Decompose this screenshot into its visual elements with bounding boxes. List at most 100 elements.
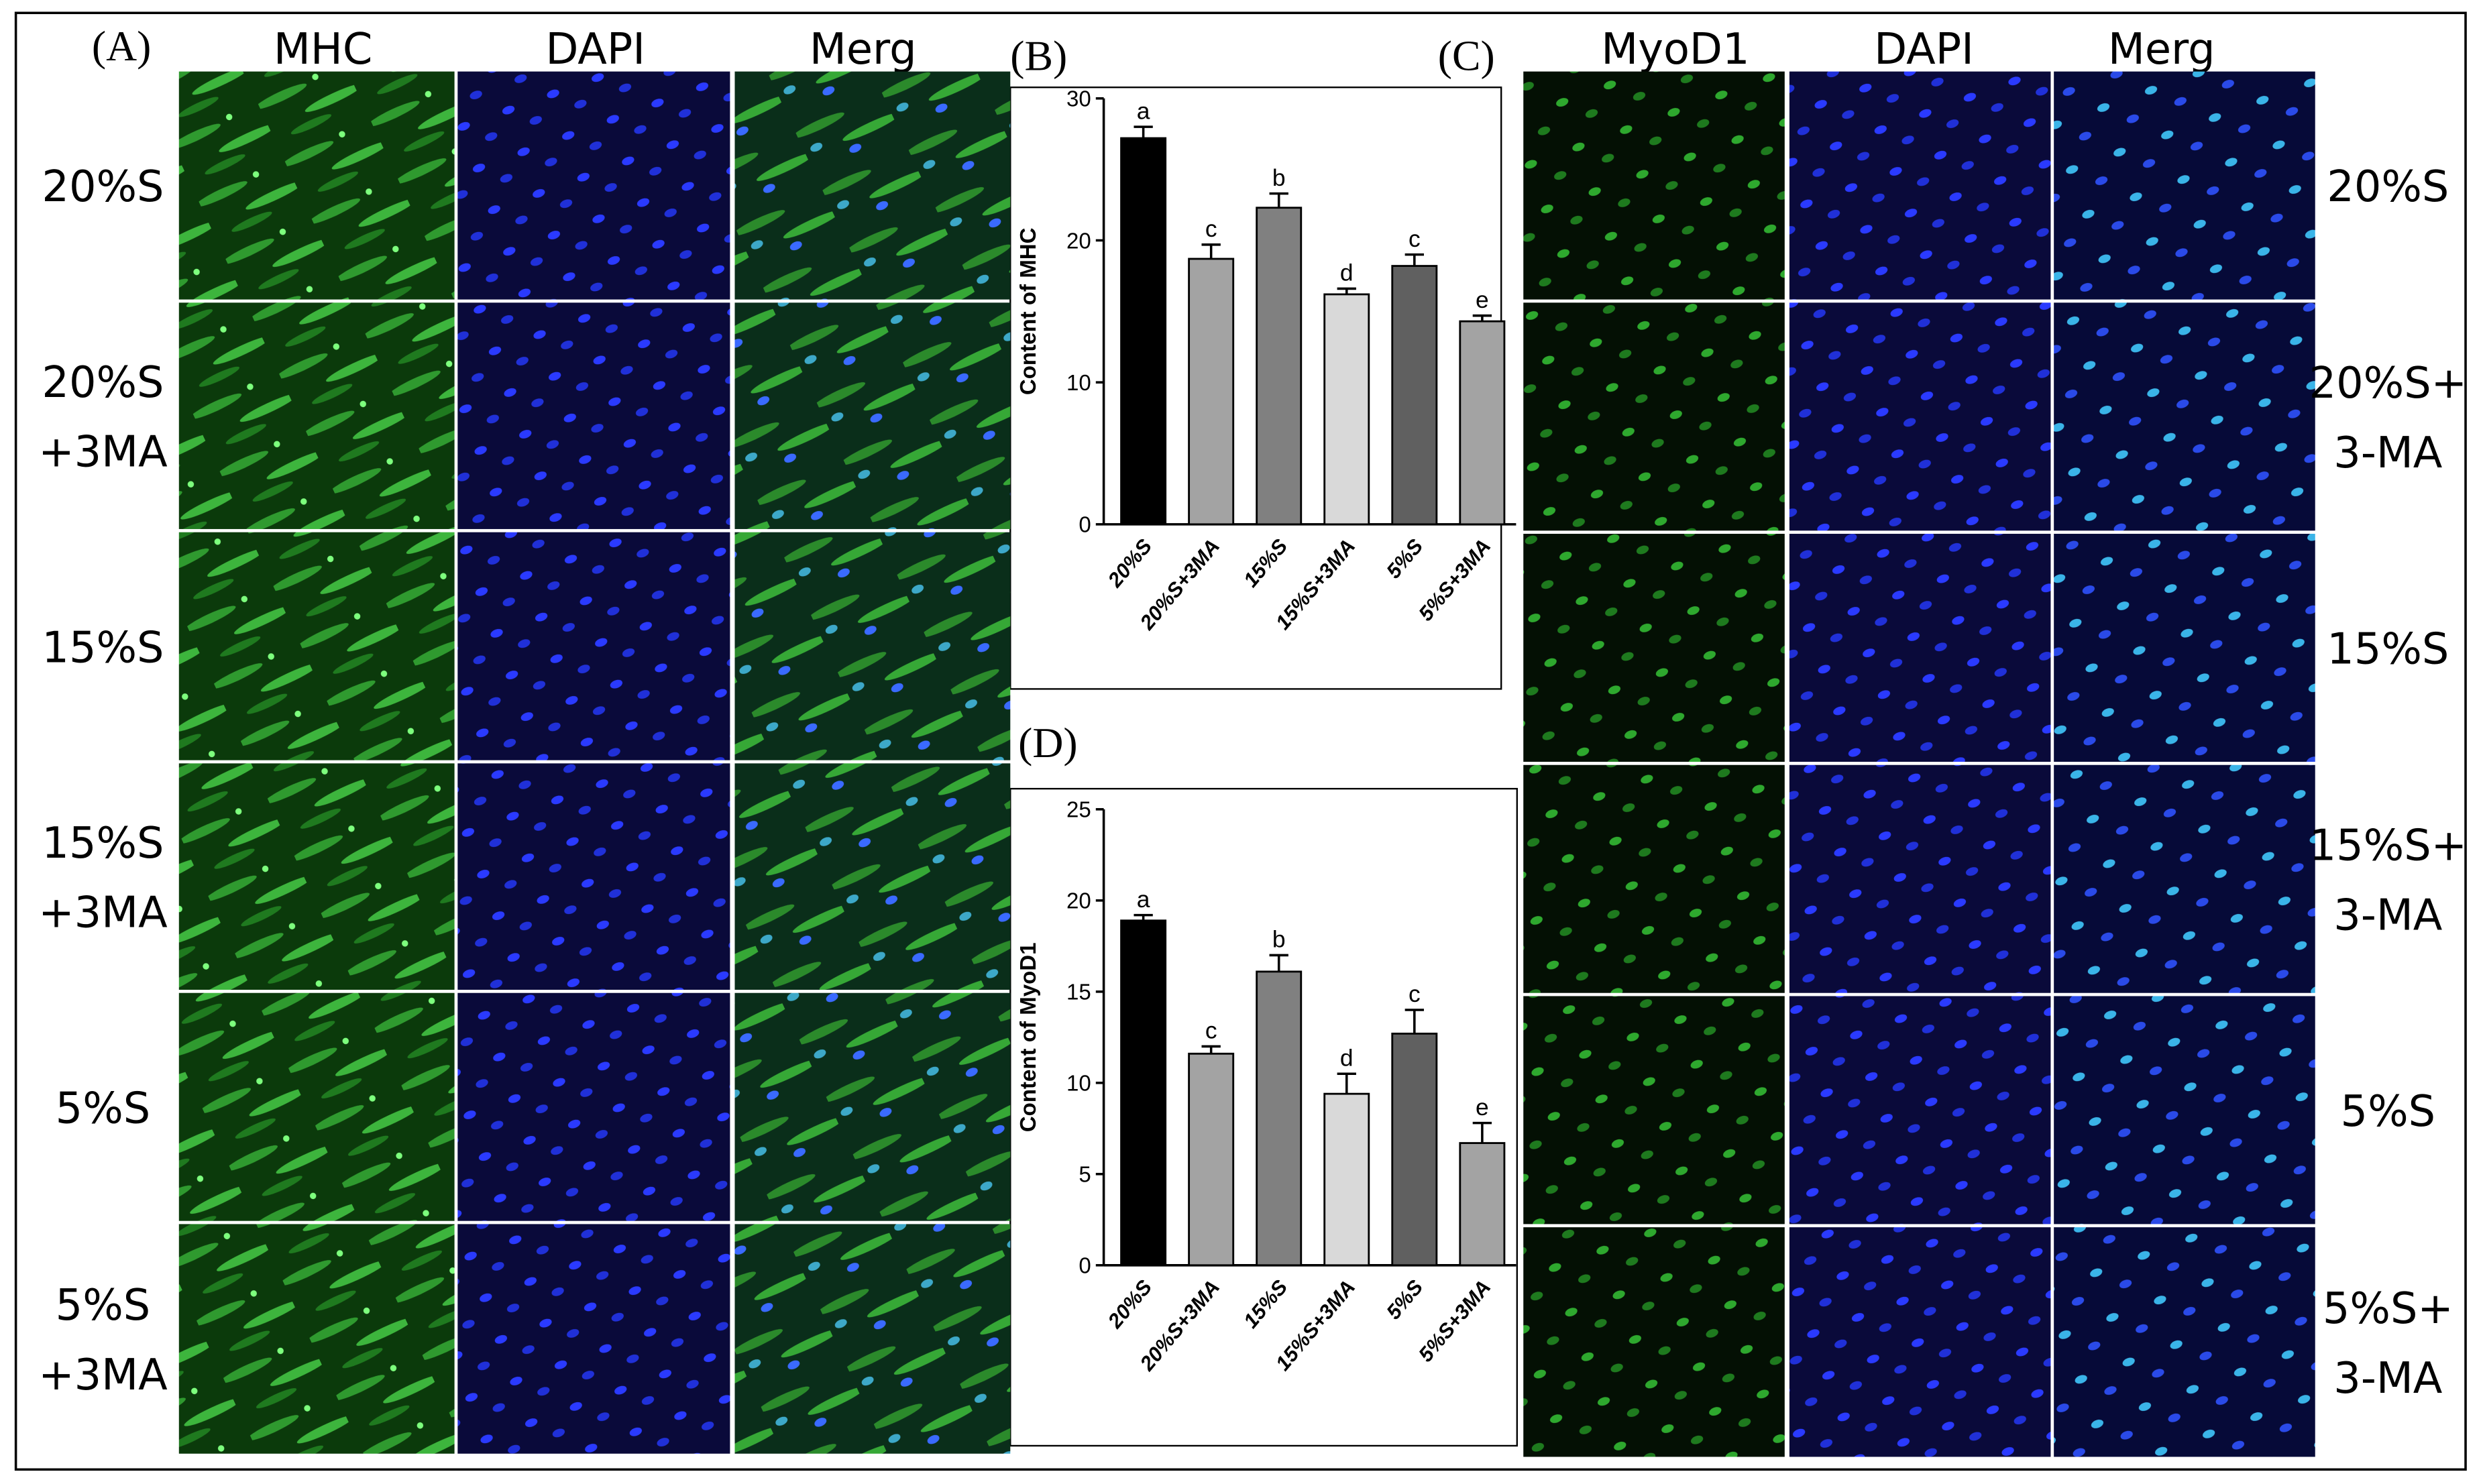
significance-letter: b bbox=[1272, 926, 1286, 953]
column-header: DAPI bbox=[1874, 25, 1974, 74]
row-label: 15%S bbox=[2327, 625, 2449, 675]
y-tick-label: 0 bbox=[1079, 1254, 1091, 1279]
row-label: 20%S bbox=[42, 162, 164, 212]
micrograph bbox=[457, 1224, 730, 1454]
significance-letter: c bbox=[1409, 225, 1421, 252]
row-label: 5%S bbox=[2341, 1087, 2436, 1137]
y-axis-label: Content of MHC bbox=[1016, 227, 1041, 395]
row-label: 3-MA bbox=[2333, 1354, 2443, 1404]
significance-letter: c bbox=[1205, 215, 1217, 242]
micrograph bbox=[1523, 534, 1785, 762]
micrograph bbox=[1523, 1227, 1785, 1457]
column-header: MHC bbox=[274, 25, 372, 74]
micrograph bbox=[178, 532, 455, 760]
significance-letter: a bbox=[1137, 97, 1150, 124]
bar bbox=[1120, 919, 1167, 1267]
column-header: DAPI bbox=[545, 25, 645, 74]
row-label: 5%S+ bbox=[2323, 1284, 2453, 1334]
row-label: 3-MA bbox=[2333, 429, 2443, 478]
panel-label: (A) bbox=[92, 22, 151, 70]
bar bbox=[1256, 970, 1303, 1267]
micrograph bbox=[457, 763, 730, 990]
y-tick-label: 5 bbox=[1079, 1163, 1091, 1188]
significance-letter: d bbox=[1340, 1044, 1354, 1071]
panel-label: (B) bbox=[1010, 32, 1067, 79]
micrograph bbox=[1789, 1227, 2051, 1457]
micrograph bbox=[178, 992, 455, 1221]
y-tick-label: 25 bbox=[1066, 798, 1091, 823]
micrograph bbox=[457, 992, 730, 1221]
row-label: +3MA bbox=[38, 428, 168, 477]
micrograph bbox=[1523, 996, 1785, 1224]
micrograph bbox=[1789, 996, 2051, 1224]
micrograph bbox=[457, 71, 730, 300]
y-tick-label: 30 bbox=[1066, 87, 1091, 112]
significance-letter: e bbox=[1476, 1094, 1489, 1121]
micrograph bbox=[2054, 302, 2315, 531]
micrograph bbox=[734, 1224, 1011, 1454]
row-label: 15%S bbox=[42, 623, 164, 673]
significance-letter: d bbox=[1340, 260, 1354, 286]
y-axis-label: Content of MyoD1 bbox=[1016, 942, 1041, 1132]
panel-label: (D) bbox=[1018, 719, 1077, 766]
micrograph bbox=[178, 1224, 455, 1454]
micrograph bbox=[734, 763, 1011, 990]
micrograph bbox=[457, 302, 730, 529]
significance-letter: e bbox=[1476, 286, 1489, 313]
column-header: Merg bbox=[2108, 25, 2215, 74]
y-tick-label: 20 bbox=[1066, 889, 1091, 914]
micrograph bbox=[734, 302, 1011, 529]
significance-letter: c bbox=[1205, 1017, 1217, 1044]
micrograph bbox=[734, 71, 1011, 300]
micrograph bbox=[1789, 534, 2051, 762]
row-label: +3MA bbox=[38, 889, 168, 938]
row-label: 15%S bbox=[42, 819, 164, 868]
y-tick-label: 10 bbox=[1066, 371, 1091, 396]
row-label: 20%S bbox=[2327, 162, 2449, 212]
micrograph bbox=[1523, 71, 1785, 300]
micrograph bbox=[2054, 764, 2315, 993]
bar bbox=[1323, 293, 1370, 526]
y-tick-label: 10 bbox=[1066, 1072, 1091, 1096]
bar bbox=[1188, 1052, 1235, 1267]
y-tick-label: 20 bbox=[1066, 229, 1091, 253]
row-label: +3MA bbox=[38, 1351, 168, 1400]
row-label: 20%S bbox=[42, 358, 164, 408]
micrograph bbox=[178, 302, 455, 529]
micrograph bbox=[734, 992, 1011, 1221]
row-label: 15%S+ bbox=[2309, 821, 2468, 870]
micrograph bbox=[178, 71, 455, 300]
column-header: Merg bbox=[810, 25, 917, 74]
micrograph bbox=[178, 763, 455, 990]
bar bbox=[1391, 1032, 1438, 1267]
micrograph bbox=[2054, 534, 2315, 762]
bar bbox=[1391, 265, 1438, 526]
bar bbox=[1120, 137, 1167, 526]
micrograph bbox=[457, 532, 730, 760]
bar bbox=[1323, 1092, 1370, 1267]
micrograph bbox=[1789, 764, 2051, 993]
row-label: 5%S bbox=[56, 1281, 151, 1330]
significance-letter: b bbox=[1272, 164, 1286, 191]
row-label: 20%S+ bbox=[2309, 359, 2468, 408]
y-tick-label: 15 bbox=[1066, 980, 1091, 1005]
bar bbox=[1256, 207, 1303, 526]
micrograph bbox=[1789, 71, 2051, 300]
micrograph bbox=[2054, 71, 2315, 300]
micrograph bbox=[2054, 1227, 2315, 1457]
micrograph bbox=[734, 532, 1011, 760]
column-header: MyoD1 bbox=[1601, 25, 1749, 74]
micrograph bbox=[1523, 302, 1785, 531]
y-tick-label: 0 bbox=[1079, 513, 1091, 538]
significance-letter: c bbox=[1409, 980, 1421, 1007]
micrograph bbox=[2054, 996, 2315, 1224]
bar bbox=[1459, 1142, 1506, 1267]
bar bbox=[1188, 258, 1235, 526]
figure-border bbox=[14, 11, 2467, 1471]
bar bbox=[1459, 320, 1506, 526]
row-label: 5%S bbox=[56, 1084, 151, 1133]
micrograph bbox=[1523, 764, 1785, 993]
row-label: 3-MA bbox=[2333, 891, 2443, 940]
panel-label: (C) bbox=[1438, 32, 1495, 79]
